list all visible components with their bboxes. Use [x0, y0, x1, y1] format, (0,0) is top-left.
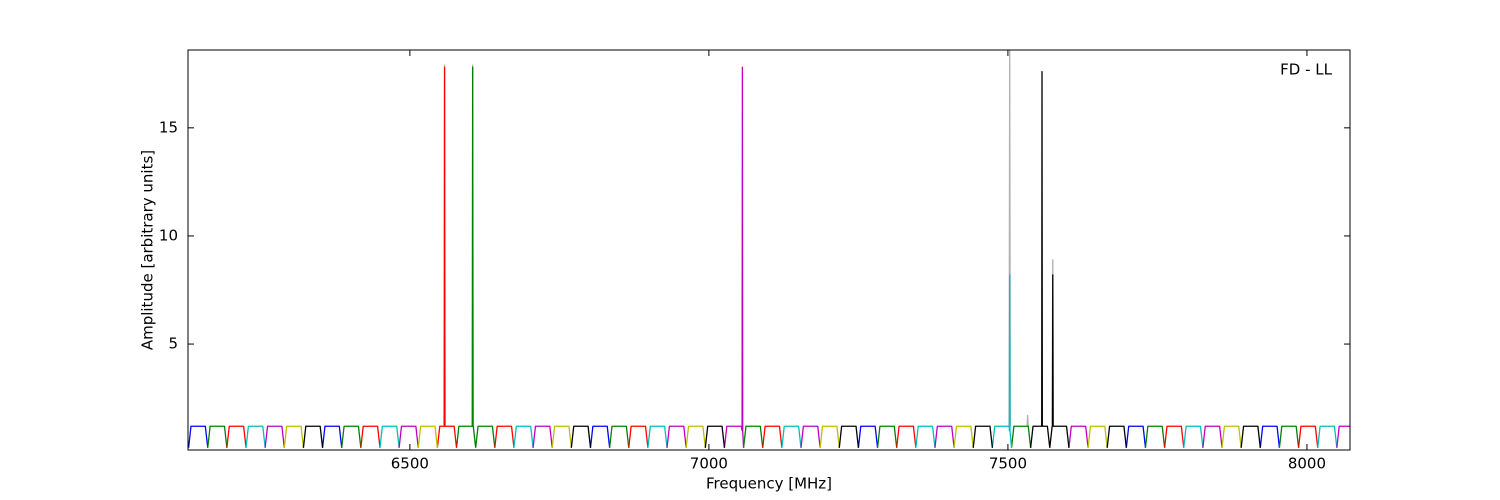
y-tick-label: 5 [168, 335, 178, 353]
spectrum-line [188, 425, 1281, 448]
spectrum-line [245, 274, 1338, 448]
y-tick-label: 15 [159, 118, 178, 136]
spectrum-line [207, 66, 1300, 448]
plot-frame [187, 49, 1351, 451]
x-axis-label: Frequency [MHz] [706, 475, 832, 493]
plot-lines [188, 50, 1350, 448]
x-tick-label: 7000 [690, 455, 728, 473]
spectrum-line [226, 66, 1319, 448]
y-axis-label: Amplitude [arbitrary units] [139, 150, 157, 350]
x-tick-label: 7500 [989, 455, 1027, 473]
x-tick-label: 6500 [391, 455, 429, 473]
annotation: FD - LL [1280, 61, 1332, 79]
spectrum-line [264, 66, 1350, 448]
spectrum-line [302, 70, 1261, 448]
spectrum-line [443, 50, 1055, 427]
spectrum-line [283, 425, 1242, 448]
y-tick-label: 10 [159, 226, 178, 244]
x-tick-label: 8000 [1288, 455, 1326, 473]
